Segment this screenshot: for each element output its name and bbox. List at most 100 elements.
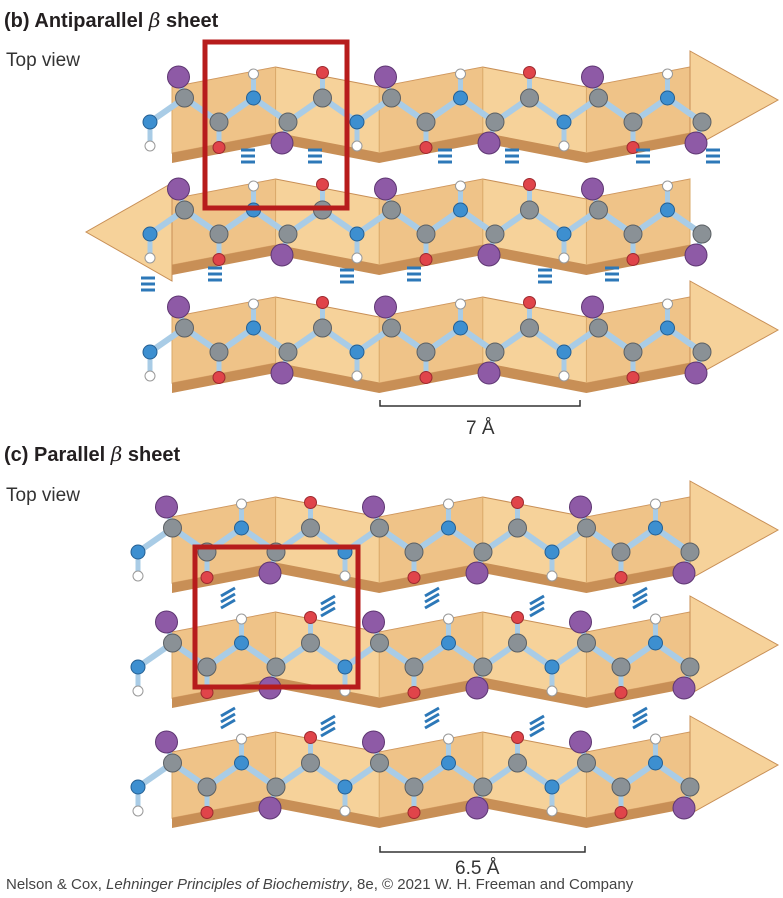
panel-b-strand-2-arrowhead [84, 182, 173, 282]
panel-b-strand-1-nitrogen-atom [142, 114, 158, 130]
panel-c-hbond-8-dash [424, 718, 440, 730]
panel-c-hbond-5-dash [632, 586, 648, 598]
panel-c-hbond-2 [320, 594, 336, 618]
panel-c-strand-3-side-chain [569, 730, 592, 754]
panel-c-strand-2-hydrogen-atom [132, 685, 144, 697]
panel-c-strand-3-side-chain [258, 796, 282, 820]
panel-b-strand-3-carbonyl-carbon-atom [623, 342, 643, 362]
panel-b-strand-2-backbone [142, 177, 712, 267]
panel-b-strand-3-side-chain [167, 295, 190, 319]
panel-c-hbond-1 [220, 586, 236, 610]
panel-b-strand-2-oxygen-atom [626, 253, 640, 266]
panel-b-strand-3-oxygen-atom [523, 296, 536, 309]
panel-c-strand-2-side-chain [362, 610, 385, 634]
panel-b-strand-3-alpha-carbon-atom [382, 318, 401, 338]
panel-c-strand-3-alpha-carbon-atom [680, 777, 700, 797]
panel-b-strand-3-alpha-carbon-atom [692, 342, 712, 362]
panel-c-strand-1-nitrogen-atom [648, 520, 663, 536]
panel-c-hbond-3-dash [424, 598, 440, 610]
panel-c-hbond-3 [424, 586, 440, 610]
panel-b-strand-2-nitrogen-atom [453, 202, 468, 218]
panel-c-strand-1-carbonyl-carbon-atom [611, 542, 631, 562]
panel-c-hbond-10-dash [632, 706, 648, 718]
panel-b-strand-1-alpha-carbon-atom [485, 112, 505, 132]
panel-b-strand-3-nitrogen-atom [660, 320, 675, 336]
panel-b-strand-1-oxygen-atom [212, 141, 226, 154]
panel-b-strand-2-oxygen-atom [212, 253, 226, 266]
panel-c-strand-1-hydrogen-atom [443, 498, 454, 510]
panel-b-strand-2-nitrogen-atom [556, 226, 572, 242]
panel-b-strand-1-alpha-carbon-atom [692, 112, 712, 132]
panel-c-hbond-7 [320, 714, 336, 738]
panel-c-hbond-4 [529, 594, 545, 618]
panel-c-hbond-1-dash [220, 598, 236, 610]
panel-b-strand-2-shade [379, 179, 483, 265]
panel-b-strand-3-alpha-carbon-atom [175, 318, 194, 338]
panel-b-strand-1-hydrogen-atom [248, 68, 259, 80]
panel-c-strand-2-carbonyl-carbon-atom [611, 657, 631, 677]
panel-c-strand-1-oxygen-atom [614, 571, 628, 584]
panel-c-hbond-2-dash [320, 594, 336, 606]
panel-b-strand-2-hydrogen-atom [144, 252, 156, 264]
panel-c-strand-3-nitrogen-atom [337, 779, 353, 795]
panel-c-strand-1-edge [172, 563, 690, 593]
panel-c-hbond-9-dash [529, 720, 545, 732]
panel-c-hbond-2-dash [320, 600, 336, 612]
panel-b-beta: β [148, 8, 161, 32]
panel-c-strand-2-alpha-carbon-atom [163, 633, 182, 653]
panel-b-strand-3-carbonyl-carbon-atom [209, 342, 229, 362]
panel-b-strand-3-side-chain [374, 295, 397, 319]
panel-c-strand-3-hydrogen-atom [339, 805, 351, 817]
panel-b-strand-3-hydrogen-atom [351, 370, 363, 382]
panel-c-view-label: Top view [6, 485, 80, 506]
panel-c-hbond-7-dash [320, 720, 336, 732]
panel-c-strand-3-side-chain [155, 730, 178, 754]
panel-c-strand-2-side-chain [672, 676, 696, 700]
panel-c-hbond-8-dash [424, 712, 440, 724]
panel-b-strand-3-nitrogen-atom [142, 344, 158, 360]
panel-c-hbond-5-dash [632, 592, 648, 604]
panel-c-strand-3-oxygen-atom [304, 731, 317, 744]
panel-c-strand-2-hydrogen-atom [546, 685, 558, 697]
panel-b-strand-3-backbone [142, 295, 712, 385]
panel-b-highlight-box [202, 39, 350, 211]
credit-line: Nelson & Cox, Lehninger Principles of Bi… [6, 876, 633, 893]
panel-c-highlight-box [192, 544, 361, 690]
panel-c-strand-1-oxygen-atom [200, 571, 214, 584]
panel-c-strand-2-side-chain [569, 610, 592, 634]
panel-c-strand-2-hydrogen-atom [236, 613, 247, 625]
panel-b-strand-2-carbonyl-carbon-atom [623, 224, 643, 244]
panel-c-strand-1-oxygen-atom [407, 571, 421, 584]
panel-c-strand-1-carbonyl-carbon-atom [404, 542, 424, 562]
panel-b-strand-1-carbonyl-carbon-atom [520, 88, 539, 108]
panel-c-strand-1-oxygen-atom [304, 496, 317, 509]
panel-c-strand-1-hydrogen-atom [236, 498, 247, 510]
panel-b-strand-3-ribbon [171, 280, 780, 393]
panel-b-strand-2-alpha-carbon-atom [175, 200, 194, 220]
panel-c-strand-2-carbonyl-carbon-atom [404, 657, 424, 677]
panel-c-strand-3-side-chain [362, 730, 385, 754]
panel-b-strand-1-alpha-carbon-atom [589, 88, 608, 108]
panel-c-hbond-7-dash [320, 726, 336, 738]
panel-b-strand-3-side-chain [684, 361, 708, 385]
panel-b-strand-1-oxygen-atom [523, 66, 536, 79]
panel-c-strand-1-side-chain [465, 561, 489, 585]
panel-b-strand-3-nitrogen-atom [556, 344, 572, 360]
panel-b-strand-2-carbonyl-carbon-atom [209, 224, 229, 244]
panel-c-strand-1-nitrogen-atom [441, 520, 456, 536]
panel-c-title-text: Parallel [34, 444, 106, 466]
panel-c-hbond-5 [632, 586, 648, 610]
panel-b-strand-3-nitrogen-atom [246, 320, 261, 336]
panel-c-hbond-7-dash [320, 714, 336, 726]
panel-b-strand-1-hydrogen-atom [144, 140, 156, 152]
panel-c-strand-1-carbonyl-carbon-atom [508, 518, 527, 538]
panel-b-strand-2-oxygen-atom [523, 178, 536, 191]
panel-b-strand-1-hydrogen-atom [455, 68, 466, 80]
panel-c-letter: (c) [4, 444, 29, 466]
panel-b-strand-1-shade [586, 67, 690, 153]
panel-c-dimension-label: 6.5 Å [455, 858, 500, 879]
panel-b-strand-2-nitrogen-atom [660, 202, 675, 218]
panel-c-strand-2-oxygen-atom [614, 686, 628, 699]
panel-b-hbond-9 [340, 268, 354, 284]
panel-b-strand-2-alpha-carbon-atom [278, 224, 298, 244]
